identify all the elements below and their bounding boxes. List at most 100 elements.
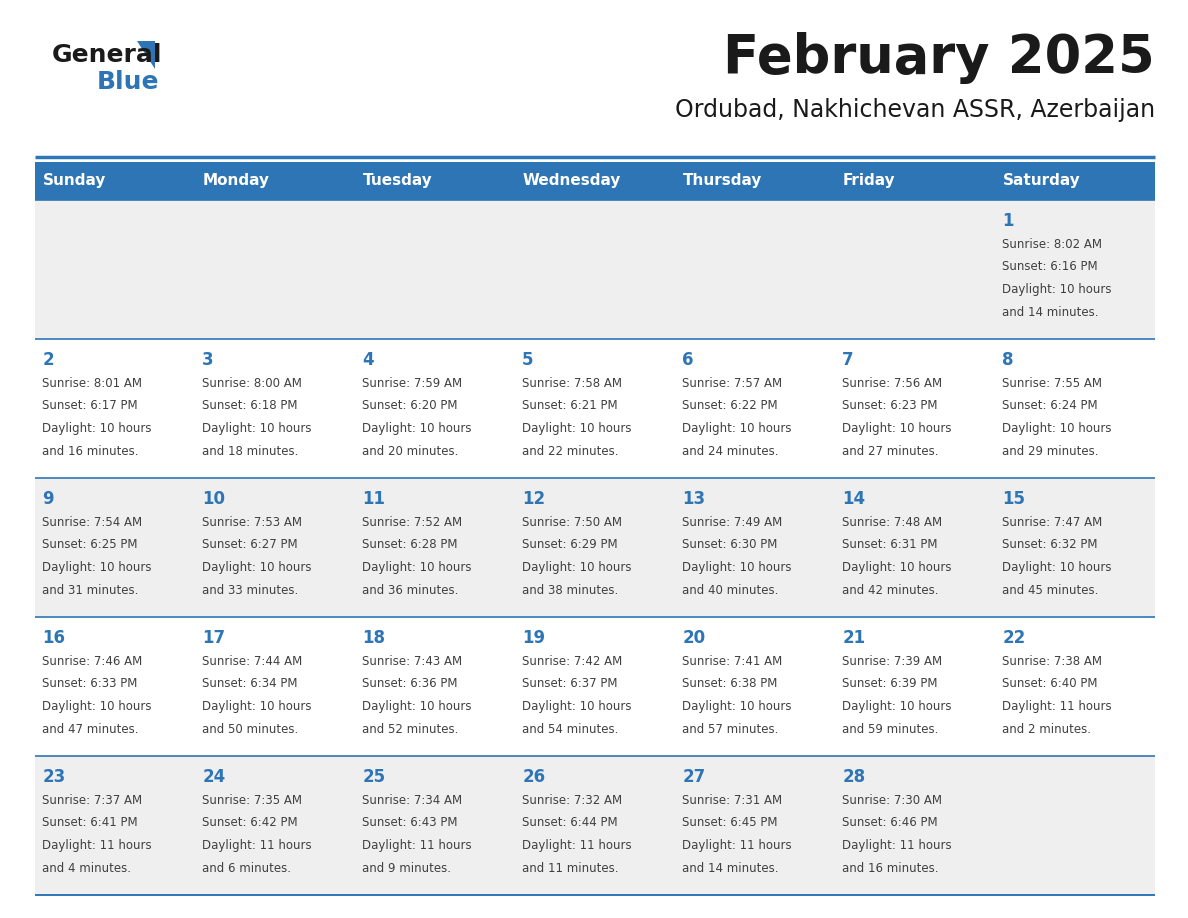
Text: Daylight: 11 hours: Daylight: 11 hours <box>1003 700 1112 713</box>
Text: 28: 28 <box>842 767 865 786</box>
Text: Ordubad, Nakhichevan ASSR, Azerbaijan: Ordubad, Nakhichevan ASSR, Azerbaijan <box>675 98 1155 122</box>
Text: Sunrise: 7:30 AM: Sunrise: 7:30 AM <box>842 793 942 807</box>
Text: Sunrise: 7:47 AM: Sunrise: 7:47 AM <box>1003 516 1102 529</box>
Bar <box>34 339 1155 478</box>
Text: 21: 21 <box>842 629 865 647</box>
Text: Sunrise: 7:50 AM: Sunrise: 7:50 AM <box>523 516 623 529</box>
Text: 5: 5 <box>523 351 533 369</box>
Text: and 18 minutes.: and 18 minutes. <box>202 445 298 458</box>
Text: Sunrise: 7:39 AM: Sunrise: 7:39 AM <box>842 655 942 667</box>
Text: Sunrise: 7:46 AM: Sunrise: 7:46 AM <box>43 655 143 667</box>
Text: and 6 minutes.: and 6 minutes. <box>202 862 291 876</box>
Text: Daylight: 10 hours: Daylight: 10 hours <box>1003 562 1112 575</box>
Text: Sunset: 6:29 PM: Sunset: 6:29 PM <box>523 539 618 552</box>
Bar <box>34 162 195 200</box>
Text: Sunrise: 7:55 AM: Sunrise: 7:55 AM <box>1003 376 1102 389</box>
Text: Daylight: 10 hours: Daylight: 10 hours <box>523 562 632 575</box>
Text: Sunrise: 7:58 AM: Sunrise: 7:58 AM <box>523 376 623 389</box>
Text: 15: 15 <box>1003 490 1025 508</box>
Text: Sunrise: 7:37 AM: Sunrise: 7:37 AM <box>43 793 143 807</box>
Text: February 2025: February 2025 <box>723 32 1155 84</box>
Text: Monday: Monday <box>203 174 270 188</box>
Text: 16: 16 <box>43 629 65 647</box>
Text: 6: 6 <box>682 351 694 369</box>
Text: 27: 27 <box>682 767 706 786</box>
Text: Sunset: 6:40 PM: Sunset: 6:40 PM <box>1003 677 1098 690</box>
Text: 3: 3 <box>202 351 214 369</box>
Text: and 36 minutes.: and 36 minutes. <box>362 585 459 598</box>
Text: Sunrise: 8:00 AM: Sunrise: 8:00 AM <box>202 376 302 389</box>
Text: Sunrise: 7:57 AM: Sunrise: 7:57 AM <box>682 376 783 389</box>
Polygon shape <box>137 41 154 69</box>
Text: Saturday: Saturday <box>1003 174 1081 188</box>
Text: 18: 18 <box>362 629 385 647</box>
Bar <box>355 162 516 200</box>
Text: Sunrise: 7:44 AM: Sunrise: 7:44 AM <box>202 655 303 667</box>
Text: and 22 minutes.: and 22 minutes. <box>523 445 619 458</box>
Text: and 59 minutes.: and 59 minutes. <box>842 723 939 736</box>
Bar <box>34 478 1155 617</box>
Text: Daylight: 10 hours: Daylight: 10 hours <box>842 562 952 575</box>
Text: Sunrise: 7:34 AM: Sunrise: 7:34 AM <box>362 793 462 807</box>
Text: Sunset: 6:44 PM: Sunset: 6:44 PM <box>523 816 618 830</box>
Text: Daylight: 10 hours: Daylight: 10 hours <box>842 700 952 713</box>
Text: and 45 minutes.: and 45 minutes. <box>1003 585 1099 598</box>
Text: Daylight: 10 hours: Daylight: 10 hours <box>1003 284 1112 297</box>
Text: 2: 2 <box>43 351 53 369</box>
Text: and 40 minutes.: and 40 minutes. <box>682 585 778 598</box>
Text: Sunset: 6:37 PM: Sunset: 6:37 PM <box>523 677 618 690</box>
Text: Sunset: 6:32 PM: Sunset: 6:32 PM <box>1003 539 1098 552</box>
Text: Daylight: 10 hours: Daylight: 10 hours <box>202 700 311 713</box>
Text: Sunset: 6:27 PM: Sunset: 6:27 PM <box>202 539 298 552</box>
Text: Daylight: 11 hours: Daylight: 11 hours <box>842 839 952 853</box>
Text: Sunset: 6:41 PM: Sunset: 6:41 PM <box>43 816 138 830</box>
Text: Blue: Blue <box>97 70 159 94</box>
Text: and 52 minutes.: and 52 minutes. <box>362 723 459 736</box>
Text: Sunrise: 7:52 AM: Sunrise: 7:52 AM <box>362 516 462 529</box>
Text: and 16 minutes.: and 16 minutes. <box>842 862 939 876</box>
Text: Sunrise: 7:56 AM: Sunrise: 7:56 AM <box>842 376 942 389</box>
Text: Sunset: 6:33 PM: Sunset: 6:33 PM <box>43 677 138 690</box>
Text: and 38 minutes.: and 38 minutes. <box>523 585 619 598</box>
Bar <box>195 162 355 200</box>
Text: Sunset: 6:30 PM: Sunset: 6:30 PM <box>682 539 778 552</box>
Text: Daylight: 10 hours: Daylight: 10 hours <box>842 422 952 435</box>
Text: General: General <box>52 43 163 67</box>
Text: Sunrise: 7:54 AM: Sunrise: 7:54 AM <box>43 516 143 529</box>
Text: 8: 8 <box>1003 351 1013 369</box>
Text: and 54 minutes.: and 54 minutes. <box>523 723 619 736</box>
Text: Daylight: 10 hours: Daylight: 10 hours <box>523 422 632 435</box>
Text: Thursday: Thursday <box>683 174 763 188</box>
Text: Sunrise: 7:35 AM: Sunrise: 7:35 AM <box>202 793 302 807</box>
Text: Sunset: 6:17 PM: Sunset: 6:17 PM <box>43 399 138 412</box>
Text: 22: 22 <box>1003 629 1025 647</box>
Text: and 27 minutes.: and 27 minutes. <box>842 445 939 458</box>
Text: Daylight: 10 hours: Daylight: 10 hours <box>682 422 791 435</box>
Text: 24: 24 <box>202 767 226 786</box>
Text: 7: 7 <box>842 351 854 369</box>
Text: Sunset: 6:46 PM: Sunset: 6:46 PM <box>842 816 937 830</box>
Text: 4: 4 <box>362 351 374 369</box>
Text: and 2 minutes.: and 2 minutes. <box>1003 723 1092 736</box>
Text: Sunset: 6:24 PM: Sunset: 6:24 PM <box>1003 399 1098 412</box>
Text: 11: 11 <box>362 490 385 508</box>
Text: Sunrise: 7:53 AM: Sunrise: 7:53 AM <box>202 516 302 529</box>
Text: Daylight: 10 hours: Daylight: 10 hours <box>202 562 311 575</box>
Text: Wednesday: Wednesday <box>523 174 621 188</box>
Text: Sunrise: 7:48 AM: Sunrise: 7:48 AM <box>842 516 942 529</box>
Text: and 42 minutes.: and 42 minutes. <box>842 585 939 598</box>
Text: and 24 minutes.: and 24 minutes. <box>682 445 778 458</box>
Text: 19: 19 <box>523 629 545 647</box>
Text: Sunset: 6:38 PM: Sunset: 6:38 PM <box>682 677 778 690</box>
Text: Daylight: 10 hours: Daylight: 10 hours <box>682 562 791 575</box>
Text: 9: 9 <box>43 490 53 508</box>
Text: and 16 minutes.: and 16 minutes. <box>43 445 139 458</box>
Text: Daylight: 11 hours: Daylight: 11 hours <box>682 839 792 853</box>
Text: Sunrise: 7:49 AM: Sunrise: 7:49 AM <box>682 516 783 529</box>
Text: Daylight: 11 hours: Daylight: 11 hours <box>202 839 311 853</box>
Text: Sunday: Sunday <box>43 174 107 188</box>
Text: 20: 20 <box>682 629 706 647</box>
Text: Sunset: 6:43 PM: Sunset: 6:43 PM <box>362 816 457 830</box>
Text: and 14 minutes.: and 14 minutes. <box>682 862 778 876</box>
Text: Daylight: 10 hours: Daylight: 10 hours <box>1003 422 1112 435</box>
